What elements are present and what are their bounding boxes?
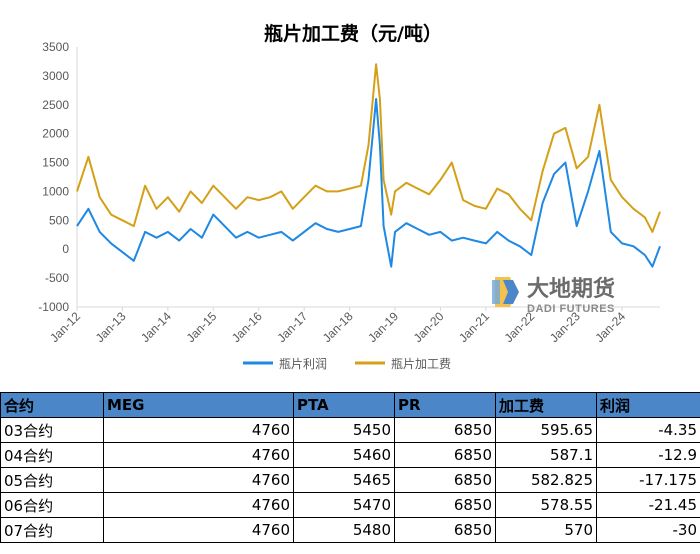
y-tick-label: 1500 bbox=[42, 156, 69, 170]
series-group bbox=[76, 63, 661, 268]
cell-meg: 4760 bbox=[103, 442, 294, 468]
y-tick-label: 1000 bbox=[42, 184, 69, 198]
y-tick-label: -500 bbox=[45, 271, 69, 285]
header-pta: PTA bbox=[293, 392, 395, 418]
table-row: 06合约 4760 5470 6850 578.55 -21.45 bbox=[0, 492, 700, 518]
table-row: 05合约 4760 5465 6850 582.825 -17.175 bbox=[0, 467, 700, 493]
header-pr: PR bbox=[394, 392, 496, 418]
x-tick-label: Jan-19 bbox=[365, 309, 401, 345]
logo-name-en: DADI FUTURES bbox=[527, 303, 615, 315]
cell-pta: 5450 bbox=[293, 417, 395, 443]
cell-fee: 578.55 bbox=[495, 492, 597, 518]
data-table: 合约 MEG PTA PR 加工费 利润 03合约 4760 5450 6850… bbox=[0, 392, 700, 543]
x-tick-label: Jan-12 bbox=[47, 309, 83, 345]
header-meg: MEG bbox=[103, 392, 294, 418]
x-tick-label: Jan-18 bbox=[320, 309, 356, 345]
cell-fee: 582.825 bbox=[495, 467, 597, 493]
cell-contract: 05合约 bbox=[0, 467, 104, 493]
cell-contract: 06合约 bbox=[0, 492, 104, 518]
cell-pr: 6850 bbox=[394, 517, 496, 543]
header-profit: 利润 bbox=[596, 392, 700, 418]
chart-title: 瓶片加工费（元/吨） bbox=[264, 22, 442, 45]
y-tick-label: 500 bbox=[49, 213, 69, 227]
cell-contract: 04合约 bbox=[0, 442, 104, 468]
cell-contract: 07合约 bbox=[0, 517, 104, 543]
cell-pta: 5465 bbox=[293, 467, 395, 493]
header-fee: 加工费 bbox=[495, 392, 597, 418]
logo-mark-icon bbox=[492, 277, 519, 307]
x-tick-label: Jan-15 bbox=[184, 309, 220, 345]
x-tick-label: Jan-14 bbox=[138, 309, 174, 345]
table-row: 03合约 4760 5450 6850 595.65 -4.35 bbox=[0, 417, 700, 443]
y-tick-label: 3500 bbox=[42, 40, 69, 54]
chart-svg: 瓶片加工费（元/吨） 3500 3000 2500 2000 1500 1000 500 0 -… bbox=[38, 22, 661, 371]
cell-meg: 4760 bbox=[103, 517, 294, 543]
y-tick-label: 0 bbox=[62, 242, 69, 256]
cell-pr: 6850 bbox=[394, 442, 496, 468]
table-row: 04合约 4760 5460 6850 587.1 -12.9 bbox=[0, 442, 700, 468]
cell-pr: 6850 bbox=[394, 417, 496, 443]
logo-name-cn: 大地期货 bbox=[527, 276, 615, 302]
x-tick-label: Jan-17 bbox=[274, 309, 310, 345]
cell-profit: -4.35 bbox=[596, 417, 700, 443]
x-tick-label: Jan-21 bbox=[456, 309, 492, 345]
cell-fee: 570 bbox=[495, 517, 597, 543]
cell-pr: 6850 bbox=[394, 467, 496, 493]
cell-meg: 4760 bbox=[103, 467, 294, 493]
y-tick-label: 2000 bbox=[42, 127, 69, 141]
x-tick-label: Jan-13 bbox=[93, 309, 129, 345]
cell-meg: 4760 bbox=[103, 492, 294, 518]
cell-pr: 6850 bbox=[394, 492, 496, 518]
chart-area: 瓶片加工费（元/吨） 3500 3000 2500 2000 1500 1000 500 0 -… bbox=[38, 22, 661, 371]
y-tick-label: 3000 bbox=[42, 69, 69, 83]
cell-profit: -21.45 bbox=[596, 492, 700, 518]
cell-fee: 595.65 bbox=[495, 417, 597, 443]
legend-label-profit: 瓶片利润 bbox=[279, 357, 327, 371]
cell-meg: 4760 bbox=[103, 417, 294, 443]
cell-pta: 5460 bbox=[293, 442, 395, 468]
cell-contract: 03合约 bbox=[0, 417, 104, 443]
x-tick-label: Jan-16 bbox=[229, 309, 265, 345]
cell-pta: 5480 bbox=[293, 517, 395, 543]
table-header-row: 合约 MEG PTA PR 加工费 利润 bbox=[0, 392, 700, 418]
series-line-profit bbox=[76, 98, 661, 268]
series-line-fee bbox=[76, 63, 661, 233]
y-tick-label: -1000 bbox=[38, 300, 69, 314]
cell-pta: 5470 bbox=[293, 492, 395, 518]
legend-label-fee: 瓶片加工费 bbox=[391, 357, 451, 371]
x-tick-label: Jan-20 bbox=[411, 309, 447, 345]
y-tick-group: 3500 3000 2500 2000 1500 1000 500 0 -500 -1000 bbox=[38, 40, 69, 314]
cell-profit: -12.9 bbox=[596, 442, 700, 468]
cell-fee: 587.1 bbox=[495, 442, 597, 468]
company-logo: 大地期货 DADI FUTURES bbox=[492, 276, 615, 315]
legend: 瓶片利润 瓶片加工费 bbox=[243, 357, 451, 371]
table-row: 07合约 4760 5480 6850 570 -30 bbox=[0, 517, 700, 543]
header-contract: 合约 bbox=[0, 392, 104, 418]
cell-profit: -17.175 bbox=[596, 467, 700, 493]
cell-profit: -30 bbox=[596, 517, 700, 543]
y-tick-label: 2500 bbox=[42, 98, 69, 112]
